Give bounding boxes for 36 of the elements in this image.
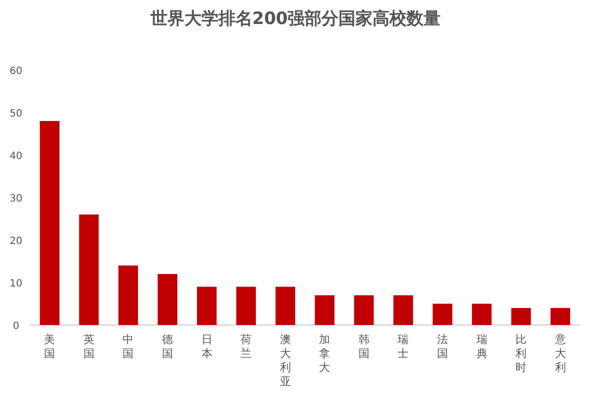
- x-tick-label: 比利时: [516, 333, 527, 374]
- y-tick-label: 40: [10, 151, 22, 162]
- bar: [158, 274, 178, 325]
- bar: [118, 266, 138, 325]
- bar: [40, 121, 60, 325]
- x-tick-label: 澳大利亚: [280, 333, 291, 388]
- y-tick-label: 0: [12, 321, 20, 332]
- y-tick-label: 50: [10, 108, 22, 120]
- bar: [236, 286, 256, 325]
- x-tick-label: 加拿大: [319, 333, 330, 374]
- x-tick-label: 瑞典: [476, 333, 488, 360]
- bar: [314, 295, 334, 325]
- x-tick-label: 英国: [83, 333, 94, 360]
- bar: [393, 295, 414, 325]
- x-tick-label: 荷兰: [240, 333, 252, 360]
- x-tick-label: 韩国: [358, 333, 370, 360]
- x-tick-label: 法国: [437, 333, 448, 360]
- bar: [432, 304, 452, 325]
- bar: [79, 214, 99, 325]
- x-tick-label: 中国: [122, 333, 134, 360]
- x-tick-label: 瑞士: [398, 333, 409, 360]
- bar: [511, 308, 531, 325]
- chart-title: 世界大学排名200强部分国家高校数量: [149, 9, 441, 29]
- x-tick-label: 意大利: [554, 333, 566, 374]
- bar: [196, 286, 217, 325]
- y-tick-label: 10: [10, 278, 22, 290]
- y-tick-label: 30: [10, 194, 22, 204]
- bar: [550, 308, 570, 325]
- x-tick-label: 美国: [44, 333, 56, 360]
- y-tick-label: 20: [10, 236, 22, 247]
- y-tick-label: 60: [10, 66, 22, 77]
- bar: [354, 295, 374, 325]
- x-tick-label: 日本: [201, 333, 212, 360]
- x-tick-label: 德国: [162, 333, 173, 360]
- bar: [472, 304, 492, 325]
- bar: [276, 286, 296, 325]
